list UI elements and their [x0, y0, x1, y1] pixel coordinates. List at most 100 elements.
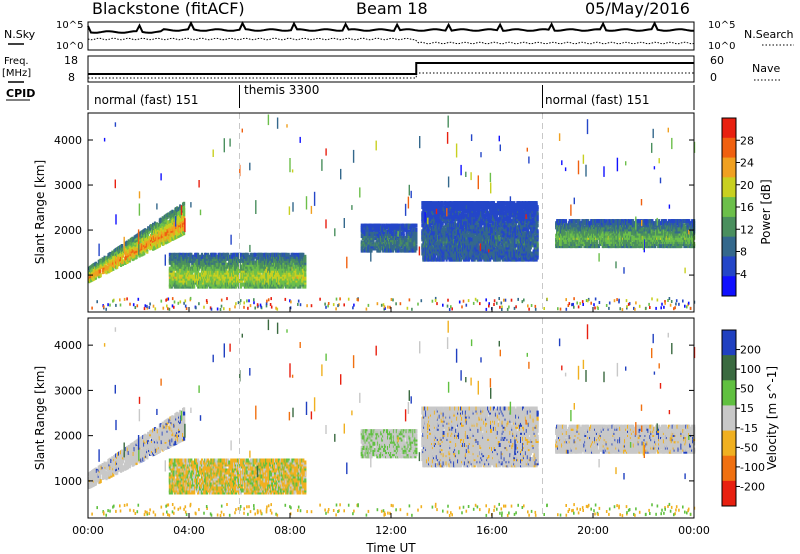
- power-echo-cell: [370, 223, 373, 228]
- power-echo-cell: [246, 252, 249, 257]
- power-echo-cell: [135, 255, 138, 260]
- power-echo-cell: [302, 252, 305, 257]
- power-echo-cell: [254, 252, 257, 257]
- power-echo-cell: [162, 223, 165, 228]
- power-echo-cell: [199, 284, 202, 289]
- power-echo-cell: [182, 270, 185, 275]
- power-echo-cell: [261, 252, 264, 257]
- nave-label: Nave: [752, 62, 780, 75]
- power-echo-cell: [166, 215, 169, 219]
- power-echo-cell: [183, 214, 186, 219]
- freq-panel: Freq. [MHz] 18 8 60 0 Nave: [2, 54, 782, 84]
- power-echo-cell: [415, 227, 418, 232]
- power-echo-cell: [135, 238, 138, 243]
- power-echo-cell: [135, 248, 138, 253]
- power-echo-cell: [241, 252, 244, 257]
- power-echo-cell: [294, 272, 297, 277]
- power-echo-cell: [304, 254, 307, 259]
- power-echo-cell: [183, 216, 186, 221]
- power-echo-cell: [204, 252, 207, 257]
- noise-tick-top-left: 10^5: [56, 20, 83, 31]
- power-echo-cell: [183, 222, 186, 227]
- power-echo-cell: [183, 206, 186, 210]
- power-echo-cell: [460, 257, 463, 262]
- power-echo-cell: [441, 201, 444, 206]
- power-echo-cell: [132, 256, 135, 261]
- freq-unit-label: [MHz]: [2, 68, 31, 79]
- power-echo-cell: [183, 226, 186, 231]
- freq-trace: [88, 62, 694, 75]
- power-echo-cell: [268, 252, 271, 257]
- power-echo-cell: [123, 244, 127, 249]
- power-echo-cell: [160, 222, 163, 227]
- power-echo-cell: [161, 216, 164, 221]
- nsky-label: N.Sky: [4, 28, 36, 41]
- power-echo-cell: [171, 209, 174, 214]
- power-echo-cell: [159, 226, 162, 230]
- power-echo-cell: [239, 252, 243, 257]
- power-echo-cell: [498, 237, 501, 242]
- power-echo-cell: [240, 282, 244, 287]
- power-echo-cell: [112, 266, 115, 271]
- power-echo-cell: [121, 244, 124, 248]
- cpid-segment-label: normal (fast) 151: [545, 93, 649, 107]
- power-echo-cell: [110, 267, 113, 272]
- beam-title: Beam 18: [356, 0, 428, 18]
- cpid-panel: CPID normal (fast) 151 themis 3300 norma…: [6, 83, 695, 110]
- power-echo-cell: [121, 262, 125, 266]
- power-echo-cell: [489, 257, 492, 262]
- power-echo-cell: [159, 228, 162, 233]
- power-echo-cell: [442, 225, 445, 230]
- freq-tick-top: 18: [64, 54, 78, 67]
- power-echo-cell: [223, 252, 226, 257]
- power-echo-cell: [498, 243, 501, 248]
- power-echo-cell: [200, 252, 204, 257]
- power-echo-cell: [168, 252, 171, 257]
- noise-tick-bottom-left: 10^0: [56, 41, 83, 52]
- power-echo-cell: [99, 273, 102, 278]
- nsky-trace: [87, 20, 695, 34]
- power-echo-cell: [131, 248, 134, 253]
- power-echo-cell: [121, 253, 125, 258]
- power-echo-cell: [143, 251, 146, 256]
- freq-label: Freq.: [4, 56, 29, 67]
- date-title: 05/May/2016: [585, 0, 690, 18]
- cpid-label: CPID: [6, 87, 35, 100]
- nsearch-label: N.Search: [744, 28, 794, 41]
- power-echo-cell: [186, 252, 189, 257]
- power-echo-cell: [184, 252, 187, 257]
- power-echo-cell: [250, 252, 253, 257]
- nsearch-trace: [87, 37, 695, 45]
- power-echo-cell: [183, 218, 186, 223]
- power-echo-cell: [190, 252, 193, 257]
- power-echo-cell: [373, 236, 376, 241]
- power-echo-cell: [214, 252, 217, 257]
- power-echo-cell: [170, 229, 173, 234]
- noise-panel: N.Sky 10^5 10^0 10^5 10^0 N.Search: [4, 20, 794, 52]
- power-echo-cell: [135, 250, 138, 255]
- power-echo-cell: [477, 243, 480, 248]
- power-echo-cell: [183, 201, 186, 206]
- cpid-segment-label: themis 3300: [244, 83, 319, 97]
- power-echo-cell: [299, 284, 302, 289]
- power-echo-cell: [120, 263, 123, 267]
- power-echo-cell: [170, 252, 173, 257]
- power-echo-cell: [230, 252, 233, 257]
- power-echo-cell: [175, 252, 178, 257]
- power-echo-cell: [183, 210, 186, 215]
- power-echo-cell: [247, 264, 250, 269]
- freq-tick-bottom: 8: [68, 71, 75, 84]
- power-echo-cell: [193, 284, 196, 289]
- power-echo-cell: [164, 234, 167, 239]
- power-echo-cell: [227, 252, 230, 257]
- power-echo-cell: [121, 251, 125, 256]
- noise-tick-top-right: 10^5: [708, 20, 735, 31]
- nave-tick-top: 60: [710, 54, 724, 67]
- power-echo-cell: [415, 244, 418, 249]
- power-echo-cell: [108, 268, 111, 273]
- power-echo-cell: [98, 269, 101, 274]
- nave-tick-bottom: 0: [710, 71, 717, 84]
- power-echo-cell: [105, 270, 108, 275]
